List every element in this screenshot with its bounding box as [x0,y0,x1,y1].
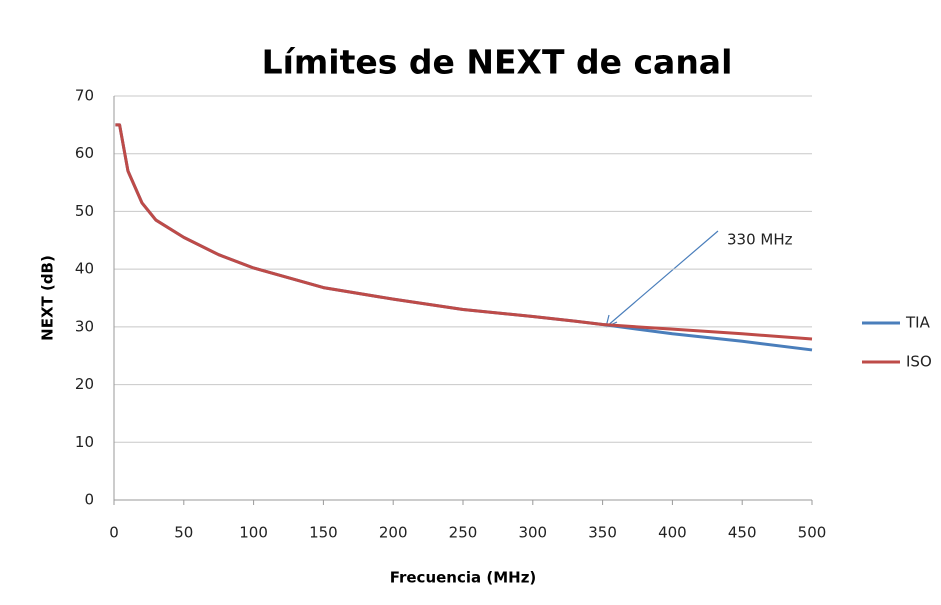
x-tick-label: 100 [239,524,268,542]
y-tick-label: 20 [75,375,94,393]
x-tick-label: 400 [658,524,687,542]
legend-label: TIA [905,314,931,332]
x-tick-label: 450 [728,524,757,542]
chart-title: Límites de NEXT de canal [262,43,733,82]
x-tick-label: 350 [588,524,617,542]
y-tick-label: 40 [75,260,94,278]
y-tick-label: 10 [75,433,94,451]
y-tick-label: 50 [75,202,94,220]
x-tick-label: 150 [309,524,338,542]
y-tick-label: 0 [84,491,94,509]
annotation: 330 MHz [727,231,793,249]
legend-label: ISO [906,353,932,371]
y-tick-label: 30 [75,317,94,335]
y-tick-label: 70 [75,87,94,105]
y-axis-title: NEXT (dB) [39,255,57,341]
y-tick-label: 60 [75,144,94,162]
x-axis-title: Frecuencia (MHz) [390,569,537,587]
x-tick-label: 50 [174,524,193,542]
x-tick-label: 0 [109,524,119,542]
series-line [115,123,813,352]
x-tick-label: 250 [449,524,478,542]
x-tick-label: 300 [518,524,547,542]
series-line [115,123,813,341]
annotation-arrow [605,230,719,328]
x-tick-label: 200 [379,524,408,542]
x-tick-label: 500 [798,524,827,542]
